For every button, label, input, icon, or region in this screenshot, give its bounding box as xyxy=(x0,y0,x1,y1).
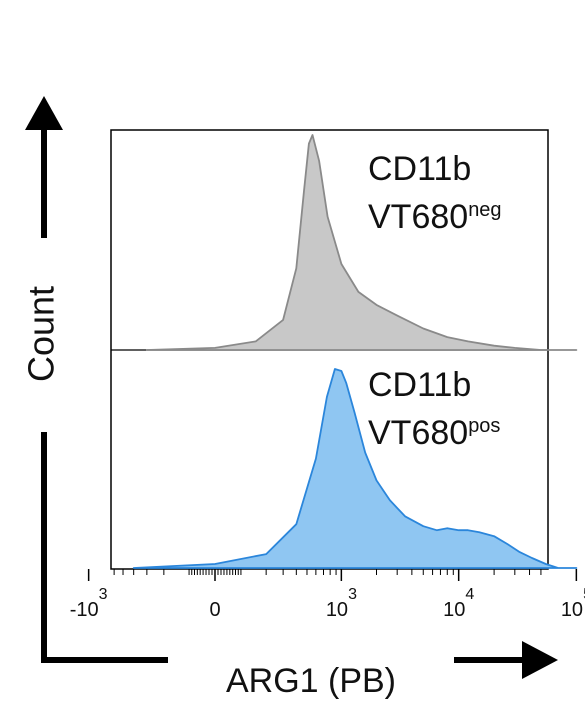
panel-1-label-sup: neg xyxy=(468,199,501,221)
x-tick-label-base: 0 xyxy=(209,599,220,621)
x-tick-label-base: -10 xyxy=(70,599,99,621)
x-axis-label: ARG1 (PB) xyxy=(226,662,396,700)
panel-1-label-line1: CD11b xyxy=(368,150,471,188)
x-tick-label-exponent: 4 xyxy=(465,586,474,603)
x-tick-label-exponent: 5 xyxy=(583,586,585,603)
y-axis-arrow xyxy=(25,96,63,660)
x-tick-label: 0 xyxy=(209,599,220,621)
y-axis-label: Count xyxy=(21,286,62,382)
x-tick-label-exponent: 3 xyxy=(99,586,108,603)
panel-2-label-line2: VT680pos xyxy=(368,414,500,452)
x-tick-label-base: 10 xyxy=(561,599,583,621)
panel-1-label-line2: VT680neg xyxy=(368,198,502,236)
panel-2-label-sup: pos xyxy=(468,415,500,437)
x-tick-label-base: 10 xyxy=(443,599,465,621)
x-axis-arrow xyxy=(41,641,558,679)
x-tick-label: 105 xyxy=(561,586,585,621)
histogram-1 xyxy=(146,134,578,351)
x-tick-label: -103 xyxy=(70,586,108,621)
x-tick-label-exponent: 3 xyxy=(348,586,357,603)
x-tick-label-base: 10 xyxy=(326,599,348,621)
x-tick-label: 104 xyxy=(443,586,474,621)
panel-2-label-line1: CD11b xyxy=(368,366,471,404)
x-tick-label: 103 xyxy=(326,586,357,621)
histogram-2 xyxy=(132,368,578,569)
